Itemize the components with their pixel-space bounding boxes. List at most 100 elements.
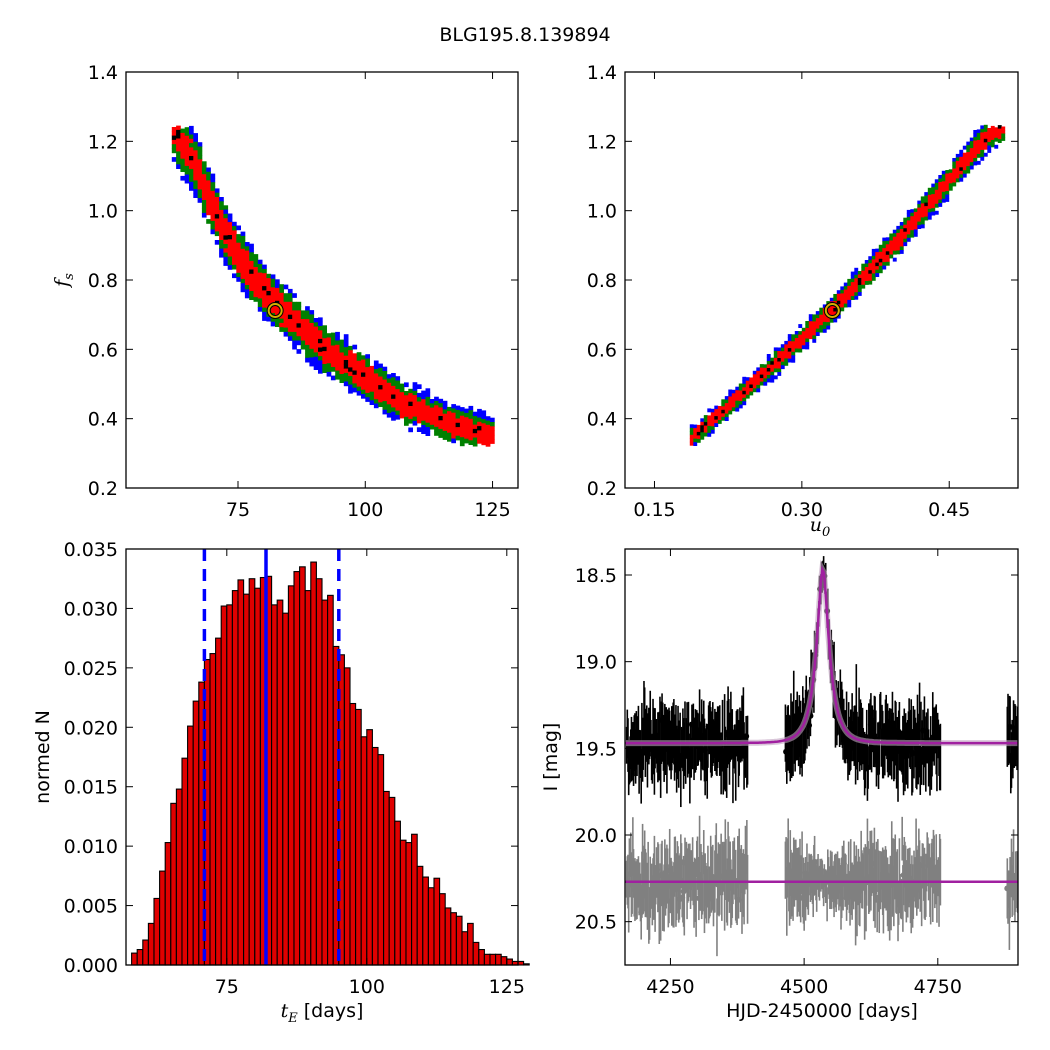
u0-fs-cell-sigma1: [756, 370, 761, 375]
te-fs-best-fit-ring: [267, 303, 283, 319]
te-fs-cell-sigma3: [425, 431, 431, 436]
te-fs-cell-sigma1: [232, 239, 237, 244]
u0-fs-cell-sigma1: [854, 288, 859, 293]
te-fs-cell-sigma1: [395, 397, 401, 403]
te-fs-cell-sigma1: [266, 278, 272, 283]
u0-fs-cell-sigma2: [742, 397, 747, 402]
u0-fs-cell-sigma1: [903, 231, 908, 236]
te-fs-cell-sigma1: [275, 305, 280, 310]
u0-fs-cell-sigma1: [808, 321, 813, 326]
u0-fs-cell-sigma3: [787, 358, 792, 363]
te-fs-cell-sigma2: [249, 252, 254, 257]
te-fs-cell-sigma3: [210, 173, 216, 179]
u0-fs-cell-sigma1: [875, 266, 880, 270]
u0-fs-cell-sigma3: [787, 334, 792, 338]
te-fs-cell-sigma2: [382, 405, 388, 411]
te-fs-cell-sigma3: [391, 411, 396, 417]
u0-fs-cell-sigma1: [756, 377, 761, 382]
u0-fs-cell-sigma1: [766, 371, 771, 376]
te-fs-cell-sigma2: [343, 347, 349, 352]
u0-fs-cell-best: [787, 348, 792, 352]
u0-fs-cell-sigma2: [945, 170, 950, 174]
u0-fs-cell-sigma2: [955, 157, 960, 162]
u0-fs-cell-sigma2: [850, 296, 855, 300]
te-fs-cell-sigma3: [184, 174, 190, 180]
te-fs-cell-sigma1: [270, 304, 276, 310]
u0-fs-cell-sigma2: [927, 208, 932, 213]
u0-fs-cell-sigma1: [864, 270, 869, 275]
te-fs-cell-sigma1: [386, 391, 392, 397]
te-fs-cell-sigma2: [305, 353, 310, 359]
u0-fs-cell-sigma2: [903, 217, 908, 222]
te-fs-cell-sigma2: [459, 437, 465, 442]
u0-fs-cell-sigma2: [969, 144, 974, 149]
u0-fs-cell-sigma1: [714, 409, 719, 413]
u0-fs-cell-sigma1: [843, 296, 848, 301]
u0-fs-cell-sigma3: [815, 311, 820, 315]
te-fs-cell-sigma3: [171, 157, 177, 162]
u0-fs-cell-sigma2: [941, 195, 946, 200]
u0-fs-cell-sigma2: [917, 221, 922, 226]
te-fs-cell-sigma1: [275, 292, 280, 297]
te-fs-cell-sigma3: [270, 321, 276, 327]
u0-fs-cell-sigma1: [987, 138, 992, 143]
te-fs-cell-sigma1: [279, 301, 284, 307]
te-fs-cell-sigma2: [361, 355, 366, 360]
te-fs-cell-sigma1: [214, 227, 220, 232]
te-fs-cell-sigma1: [270, 291, 276, 297]
te-fs-cell-sigma2: [472, 441, 478, 447]
te-fs-cell-sigma1: [279, 314, 284, 319]
u0-fs-cell-sigma1: [847, 296, 852, 301]
te-fs-cell-sigma1: [244, 280, 250, 286]
u0-fs-cell-sigma1: [798, 338, 803, 342]
te-fs-cell-sigma1: [236, 247, 241, 252]
te-fs-cell-sigma1: [356, 382, 362, 387]
te-fs-cell-sigma1: [253, 271, 259, 276]
u0-fs-cell-sigma1: [931, 204, 936, 209]
u0-fs-cell-sigma3: [780, 365, 785, 370]
u0-fs-cell-sigma2: [885, 261, 890, 266]
u0-fs-cell-sigma1: [717, 413, 722, 417]
histogram-bar: [433, 877, 441, 966]
u0-fs-cell-sigma3: [969, 165, 974, 170]
u0-fs-cell-sigma2: [794, 334, 799, 339]
u0-fs-cell-sigma2: [889, 233, 894, 238]
te-fs-cell-sigma1: [382, 396, 388, 402]
te-fs-cell-sigma2: [378, 367, 383, 373]
u0-fs-cell-sigma2: [941, 191, 946, 196]
te-fs-cell-sigma2: [386, 408, 392, 414]
u0-fs-cell-sigma3: [710, 408, 715, 413]
te-fs-cell-sigma1: [236, 268, 241, 274]
te-fs-cell-sigma1: [206, 180, 211, 186]
te-fs-cell-sigma2: [326, 333, 332, 338]
te-fs-cell-best: [296, 323, 302, 328]
te-fs-cell-sigma1: [451, 434, 456, 439]
te-fs-cell-sigma3: [210, 229, 216, 235]
u0-fs-cell-sigma2: [955, 178, 960, 183]
histogram-bar: [209, 653, 217, 966]
u0-fs-cell-sigma1: [850, 289, 855, 293]
te-histogram-ytick-label: 0.000: [64, 955, 118, 977]
te-fs-cell-sigma1: [442, 422, 448, 427]
u0-fs-cell-sigma1: [882, 255, 887, 259]
u0-fs-cell-sigma3: [896, 225, 901, 230]
te-fs-cell-sigma2: [490, 422, 495, 427]
te-fs-cell-sigma1: [219, 235, 224, 241]
te-fs-cell-sigma1: [210, 199, 216, 205]
te-fs-cell-sigma3: [262, 264, 267, 270]
te-fs-cell-sigma2: [416, 397, 422, 402]
te-fs-cell-sigma1: [404, 403, 409, 409]
u0-fs-cell-sigma1: [955, 160, 960, 165]
u0-fs-cell-sigma1: [843, 293, 848, 297]
u0-fs-cell-sigma2: [910, 212, 915, 217]
u0-fs-cell-sigma2: [924, 199, 929, 203]
te-fs-cell-sigma1: [339, 352, 345, 358]
te-fs-cell-sigma2: [464, 438, 469, 444]
u0-fs-cell-sigma2: [889, 254, 894, 259]
u0-fs-cell-sigma3: [700, 418, 705, 423]
u0-fs-cell-sigma3: [871, 248, 876, 253]
u0-fs-cell-sigma1: [903, 235, 908, 240]
te-fs-cell-sigma1: [193, 150, 198, 155]
te-fs-cell-sigma1: [232, 251, 237, 257]
u0-fs-cell-sigma1: [756, 374, 761, 379]
